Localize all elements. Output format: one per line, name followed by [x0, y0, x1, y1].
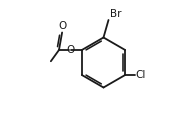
Text: Br: Br: [110, 9, 122, 19]
Text: O: O: [58, 21, 67, 31]
Text: O: O: [66, 45, 75, 55]
Text: Cl: Cl: [136, 70, 146, 80]
